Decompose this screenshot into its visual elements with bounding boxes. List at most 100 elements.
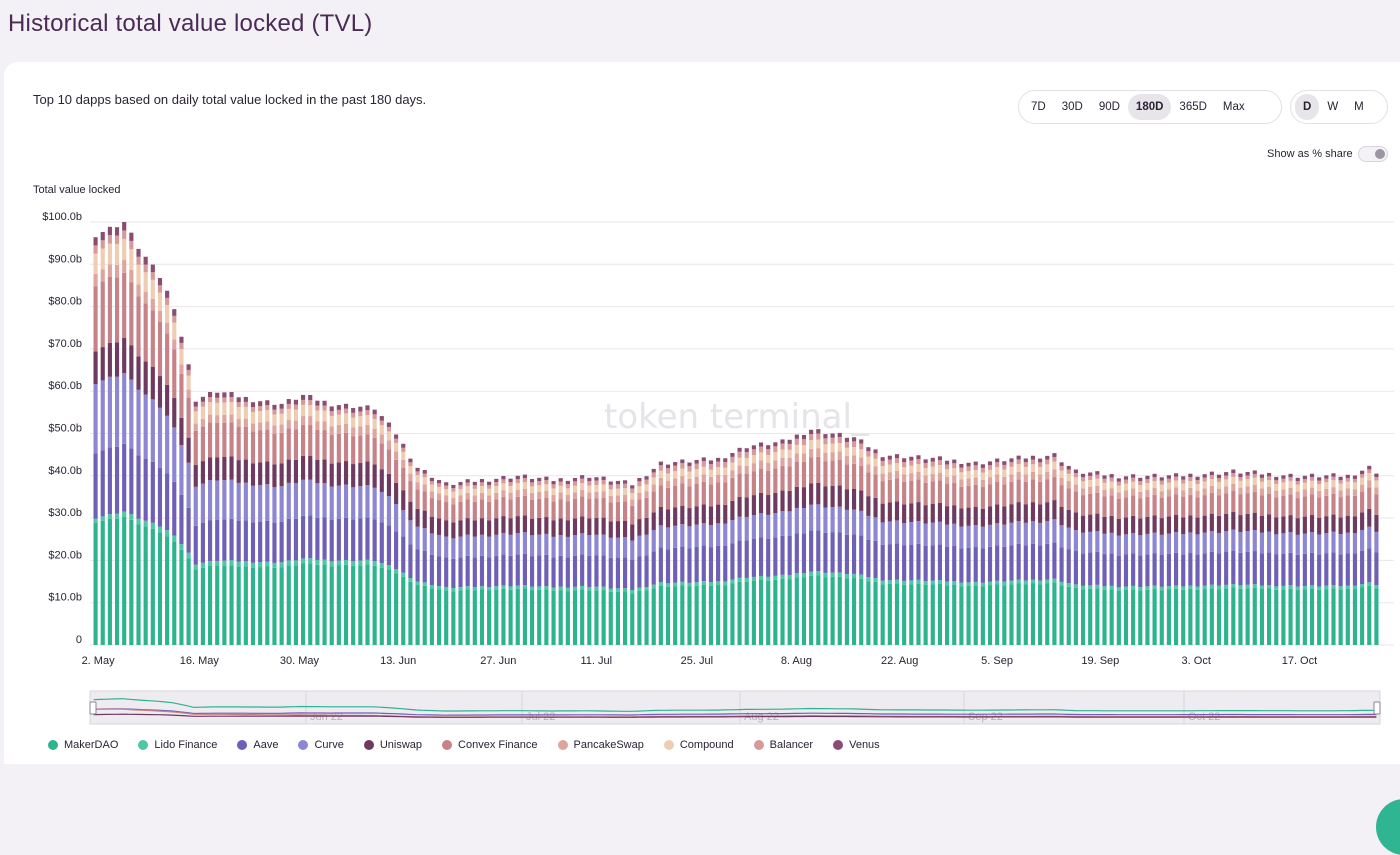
bar-segment (816, 482, 821, 505)
legend-item[interactable]: PancakeSwap (557, 739, 644, 751)
bar-column (665, 464, 671, 645)
bar-segment (451, 591, 456, 645)
bar-segment (1252, 530, 1257, 552)
interval-month-button[interactable]: M (1354, 101, 1364, 113)
bar-segment (379, 491, 384, 523)
legend-item[interactable]: Convex Finance (442, 739, 538, 751)
bar-segment (1231, 529, 1236, 551)
bar-segment (723, 545, 728, 582)
legend-item[interactable]: Uniswap (363, 739, 422, 751)
range-180d-button[interactable]: 180D (1127, 94, 1172, 120)
bar-segment (1295, 484, 1300, 492)
interval-week-button[interactable]: W (1327, 101, 1339, 113)
bar-segment (322, 430, 327, 460)
bar-segment (1302, 496, 1307, 517)
legend-item[interactable]: Curve (298, 739, 344, 751)
bar-segment (501, 588, 506, 645)
bar-segment (973, 581, 978, 586)
bar-segment (887, 580, 892, 584)
interval-day-button[interactable]: D (1295, 94, 1320, 120)
bar-segment (1231, 476, 1236, 484)
bar-segment (165, 473, 170, 531)
bar-segment (1259, 553, 1265, 586)
bar-segment (479, 482, 485, 487)
legend-item[interactable]: Balancer (753, 739, 813, 751)
bar-segment (630, 492, 635, 500)
legend-item[interactable]: Aave (237, 739, 278, 751)
bar-segment (594, 586, 599, 591)
bar-segment (1073, 477, 1078, 485)
bar-segment (894, 470, 900, 479)
bar-segment (945, 506, 950, 525)
x-tick-label: 5. Sep (981, 655, 1013, 667)
bar-segment (1138, 481, 1143, 486)
bar-segment (293, 429, 299, 460)
bar-segment (1073, 469, 1078, 474)
legend-item[interactable]: Lido Finance (138, 739, 217, 751)
bar-segment (723, 474, 728, 483)
bar-segment (401, 443, 406, 448)
bar-segment (1209, 471, 1214, 476)
bar-segment (308, 416, 313, 426)
bar-column (694, 459, 699, 645)
bar-segment (730, 579, 735, 584)
bar-segment (465, 518, 470, 535)
bar-segment (336, 565, 341, 645)
bar-segment (501, 516, 506, 533)
bar-segment (358, 435, 363, 463)
legend-item[interactable]: MakerDAO (48, 739, 118, 751)
range-30d-button[interactable]: 30D (1061, 101, 1083, 113)
bar-segment (1102, 554, 1107, 587)
bar-segment (644, 491, 649, 498)
bar-column (723, 458, 728, 645)
bar-segment (444, 495, 449, 503)
bar-segment (1309, 487, 1315, 495)
bar-segment (301, 394, 306, 400)
bar-segment (1102, 589, 1107, 645)
bar-segment (708, 524, 714, 548)
range-7d-button[interactable]: 7D (1031, 101, 1046, 113)
bar-segment (436, 518, 442, 535)
bar-segment (751, 539, 756, 577)
bar-segment (1274, 554, 1279, 587)
bar-segment (494, 518, 499, 535)
bar-segment (1352, 585, 1358, 590)
bar-segment (665, 464, 671, 469)
legend-item[interactable]: Venus (833, 739, 880, 751)
bar-segment (1145, 589, 1150, 645)
bar-segment (1023, 462, 1028, 467)
bar-segment (114, 342, 120, 377)
bar-segment (379, 434, 384, 444)
bar-segment (1088, 472, 1093, 476)
bar-segment (165, 333, 170, 385)
bar-segment (265, 461, 270, 485)
bar-segment (1295, 518, 1300, 535)
bar-segment (458, 485, 463, 489)
x-tick-label: 27. Jun (480, 655, 516, 667)
bar-segment (301, 399, 306, 405)
navigator-right-handle[interactable] (1373, 701, 1381, 715)
bar-segment (1352, 489, 1358, 496)
bar-segment (1023, 522, 1028, 546)
bar-segment (258, 462, 263, 485)
range-max-button[interactable]: Max (1222, 101, 1245, 113)
bar-segment (358, 416, 363, 427)
bar-segment (902, 474, 907, 482)
range-365d-button[interactable]: 365D (1179, 101, 1207, 113)
range-90d-button[interactable]: 90D (1098, 101, 1120, 113)
bar-segment (1352, 478, 1358, 483)
bar-segment (522, 553, 527, 586)
bar-segment (1302, 475, 1307, 480)
bar-segment (787, 466, 792, 491)
chat-button[interactable] (1376, 799, 1400, 855)
bar-segment (1059, 470, 1064, 478)
bar-column (773, 442, 778, 645)
bar-column (436, 480, 442, 645)
legend-item[interactable]: Compound (663, 739, 734, 751)
share-toggle[interactable] (1358, 146, 1388, 162)
navigator-left-handle[interactable] (89, 701, 97, 715)
bar-segment (580, 533, 585, 555)
bar-segment (866, 496, 871, 516)
bar-segment (701, 545, 706, 582)
bar-segment (1116, 485, 1121, 493)
